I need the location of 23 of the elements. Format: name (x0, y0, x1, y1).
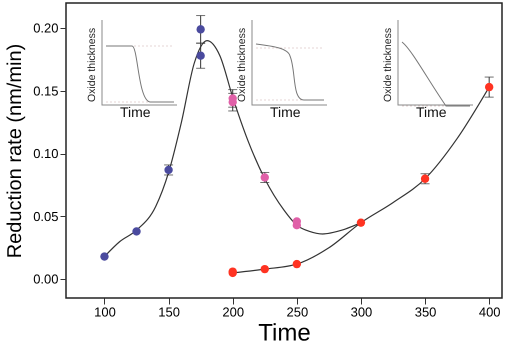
annotation: Oxide thickness (382, 28, 394, 102)
inset-graph: Oxide thickness Time (82, 10, 177, 122)
x-tick-label: 200 (222, 304, 244, 320)
inset-graph: Oxide thickness Time (378, 10, 473, 122)
x-tick-label: 100 (94, 304, 116, 320)
y-tick-label: 0.00 (33, 272, 58, 287)
x-tick-label: 300 (350, 304, 372, 320)
y-tick-label: 0.10 (33, 146, 58, 162)
y-axis-title: Reduction rate (nm/min) (4, 44, 26, 258)
annotation: Time (270, 104, 301, 120)
annotation: Time (416, 104, 447, 120)
annotation: Time (120, 104, 151, 120)
inset-graph: Oxide thickness Time (232, 10, 327, 122)
x-axis-title: Time (258, 320, 311, 346)
x-tick-label: 350 (414, 304, 436, 320)
y-tick-label: 0.05 (33, 208, 58, 224)
x-tick-label: 400 (478, 304, 501, 320)
y-tick-label: 0.15 (33, 83, 58, 98)
annotation: Oxide thickness (236, 28, 248, 102)
x-tick-label: 250 (286, 304, 308, 320)
annotation: Oxide thickness (86, 28, 98, 102)
x-tick-label: 150 (158, 304, 180, 320)
y-tick-label: 0.20 (33, 20, 58, 36)
